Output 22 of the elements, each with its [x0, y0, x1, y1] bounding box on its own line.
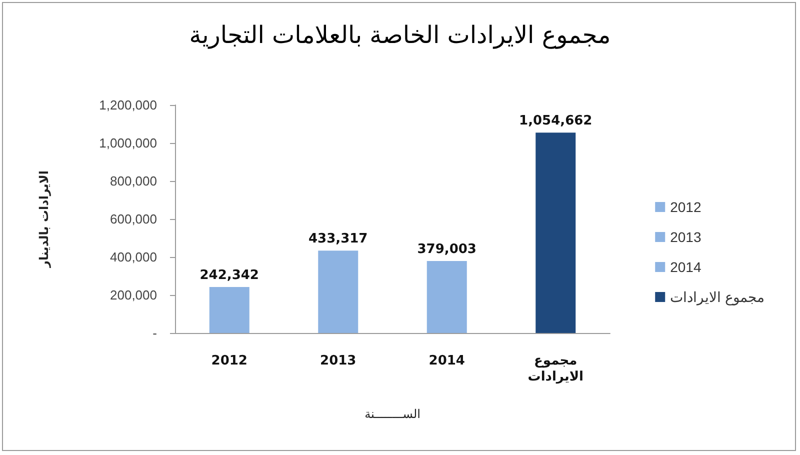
legend-label: 2013: [670, 229, 702, 245]
y-tick-label: 600,000: [110, 212, 157, 226]
x-tick-label: 2012: [211, 354, 248, 368]
x-tick-label: 2014: [428, 354, 465, 368]
data-label: 1,054,662: [519, 114, 592, 129]
y-tick-label: 400,000: [110, 250, 157, 264]
y-tick-label: 1,200,000: [99, 98, 157, 112]
y-tick-label: 800,000: [110, 174, 157, 188]
chart-title: مجموع الايرادات الخاصة بالعلامات التجارية: [189, 21, 611, 49]
legend-label: 2012: [670, 199, 702, 215]
x-axis-title: الســــــــنة: [364, 407, 420, 421]
data-label: 242,342: [200, 268, 259, 283]
y-tick-label: 1,000,000: [99, 136, 157, 150]
x-tick-label: مجموع الايرادات: [528, 354, 584, 384]
y-tick-label: -: [152, 326, 157, 340]
y-axis-title: الايرادات بالدينار: [37, 170, 51, 268]
x-tick-label: 2013: [320, 354, 356, 368]
data-label: 379,003: [417, 242, 476, 257]
legend-label: مجموع الايرادات: [670, 289, 765, 306]
y-tick-label: 200,000: [110, 288, 157, 302]
data-label: 433,317: [308, 232, 368, 247]
legend-label: 2014: [670, 259, 702, 275]
